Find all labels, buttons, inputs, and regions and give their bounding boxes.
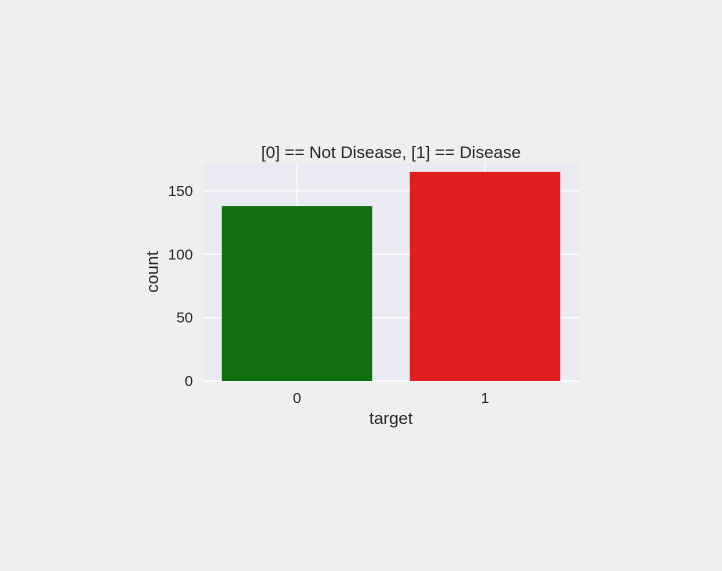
y-axis-label: count xyxy=(143,251,162,293)
bar-1 xyxy=(409,171,561,381)
x-tick-label: 1 xyxy=(481,390,489,407)
y-tick-label: 0 xyxy=(185,373,193,390)
y-tick-label: 150 xyxy=(168,183,193,200)
bar-0 xyxy=(221,206,373,381)
bars xyxy=(221,171,561,381)
y-tick-label: 50 xyxy=(176,310,193,327)
chart-title: [0] == Not Disease, [1] == Disease xyxy=(261,143,521,162)
x-tick-label: 0 xyxy=(293,390,301,407)
y-tick-label: 100 xyxy=(168,246,193,263)
y-tick-labels: 0 50 100 150 xyxy=(168,183,193,390)
x-axis-label: target xyxy=(369,409,413,428)
